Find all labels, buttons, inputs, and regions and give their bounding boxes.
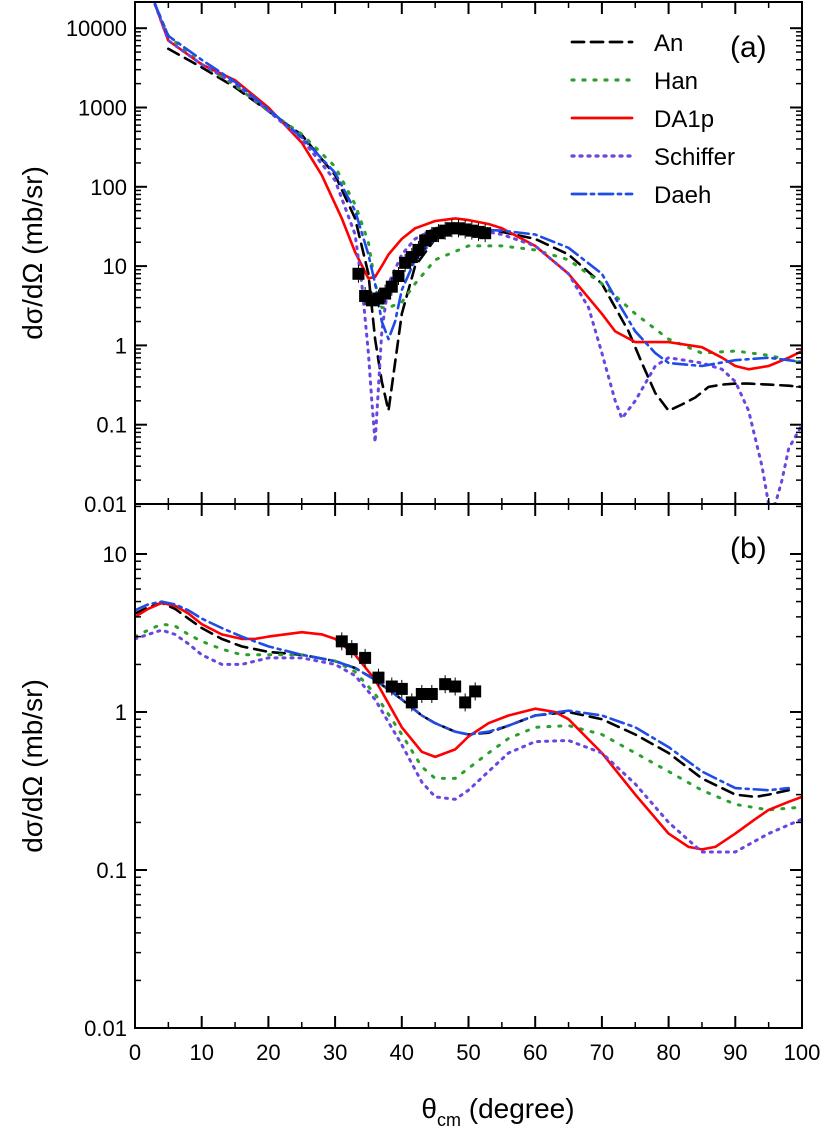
x-tick-label: 50	[456, 1040, 480, 1065]
x-axis-title-subscript: cm	[437, 1110, 461, 1130]
panel-b-data-points	[335, 632, 482, 712]
legend-label-daeh: Daeh	[654, 182, 711, 209]
data-point	[469, 685, 482, 698]
panel-a-y-axis-title: dσ/dΩ (mb/sr)	[17, 166, 48, 340]
x-axis-title: θcm (degree)	[421, 1093, 574, 1130]
series-line-schiffer	[135, 628, 802, 854]
x-tick-label: 90	[723, 1040, 747, 1065]
y-tick-label: 10	[103, 254, 127, 279]
y-tick-label: 1	[115, 333, 127, 358]
data-point	[439, 678, 452, 691]
y-tick-label: 10000	[66, 16, 127, 41]
panel-a-frame	[134, 1, 803, 505]
legend-label-schiffer: Schiffer	[654, 144, 735, 171]
panel-b-label: (b)	[730, 532, 767, 565]
data-point	[395, 682, 408, 695]
panel-a-label: (a)	[730, 31, 767, 64]
data-point	[345, 643, 358, 656]
data-point	[449, 680, 462, 693]
data-point	[359, 651, 372, 664]
x-tick-label: 20	[256, 1040, 280, 1065]
data-point	[372, 671, 385, 684]
legend-label-da1p: DA1p	[654, 106, 714, 133]
data-point	[405, 696, 418, 709]
panel-a-y-axis: 0.01 0.1 1 10 100 1000 10000	[66, 2, 803, 517]
legend: An Han DA1p Schiffer Daeh	[570, 30, 735, 209]
series-line-han	[135, 622, 802, 812]
data-point	[425, 687, 438, 700]
y-tick-label: 1	[115, 700, 127, 725]
x-tick-label: 30	[323, 1040, 347, 1065]
x-axis-title-unit: (degree)	[461, 1093, 575, 1124]
series-line-da1p	[153, 3, 802, 371]
y-tick-label: 0.1	[96, 413, 127, 438]
data-point	[385, 280, 398, 293]
data-point	[335, 635, 348, 648]
data-point	[405, 251, 418, 264]
x-tick-label: 40	[390, 1040, 414, 1065]
x-tick-label: 60	[523, 1040, 547, 1065]
y-tick-label: 0.01	[84, 492, 127, 517]
y-tick-label: 10	[103, 542, 127, 567]
x-tick-label: 10	[189, 1040, 213, 1065]
panel-a-series	[153, 2, 802, 504]
x-tick-label: 100	[784, 1040, 821, 1065]
data-point	[385, 680, 398, 693]
x-axis-title-text: θ	[421, 1093, 437, 1124]
x-tick-label: 70	[590, 1040, 614, 1065]
panel-a: 0.01 0.1 1 10 100 1000 10000 (a) An Han DA1p Schi…	[17, 1, 803, 517]
data-point	[392, 270, 405, 283]
legend-label-han: Han	[654, 68, 698, 95]
data-point	[459, 696, 472, 709]
data-point	[415, 687, 428, 700]
series-line-da1p	[135, 601, 802, 851]
series-line-schiffer	[153, 2, 802, 504]
series-line-daeh	[135, 600, 790, 792]
x-axis: 0 10 20 30 40 50 60 70 80 90 100	[129, 504, 820, 1065]
legend-label-an: An	[654, 30, 683, 57]
data-point	[412, 243, 425, 256]
y-tick-label: 0.01	[84, 1016, 127, 1041]
y-tick-label: 0.1	[96, 858, 127, 883]
y-tick-label: 1000	[78, 96, 127, 121]
panel-b: 0.01 0.1 1 10 0 10 20 30 40 50 60 70 80 90 100 (b) dσ…	[17, 503, 820, 1130]
panel-b-y-axis: 0.01 0.1 1 10	[84, 505, 802, 1041]
panel-b-frame	[134, 503, 803, 1029]
panel-b-y-axis-title: dσ/dΩ (mb/sr)	[17, 679, 48, 853]
x-tick-label: 0	[129, 1040, 141, 1065]
series-line-an	[167, 47, 802, 412]
panel-a-data-points	[352, 219, 492, 310]
x-tick-label: 80	[656, 1040, 680, 1065]
y-tick-label: 100	[90, 175, 127, 200]
data-point	[479, 227, 492, 240]
data-point	[352, 267, 365, 280]
panel-b-series	[135, 600, 802, 854]
